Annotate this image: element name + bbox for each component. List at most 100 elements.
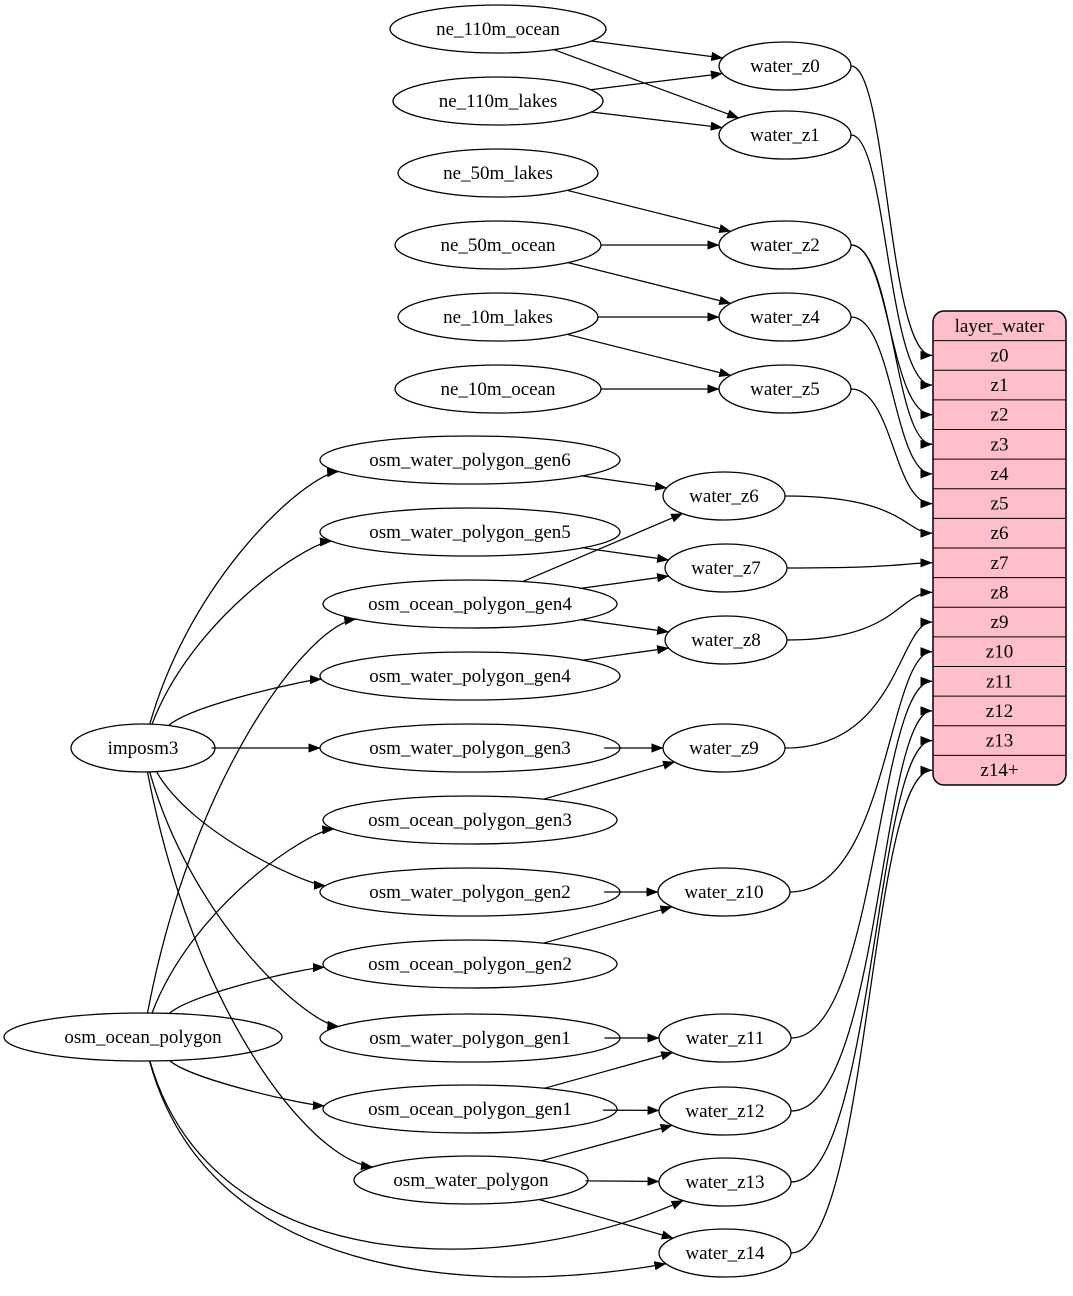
node-label: ne_110m_lakes [439,91,558,112]
node-label: osm_water_polygon_gen3 [369,738,571,759]
node-water_z10: water_z10 [657,867,791,917]
edge-imposm3-osm_water_polygon_gen1 [149,771,340,1030]
node-label: water_z4 [750,307,820,328]
edge-osm_ocean_polygon_gen1-water_z11 [544,1051,674,1089]
edge-water_z4-row-z4 [850,316,933,479]
node-water_z7: water_z7 [664,543,788,593]
node-water_z14: water_z14 [658,1228,792,1278]
node-label: water_z6 [689,486,759,507]
node-water_z12: water_z12 [658,1086,792,1136]
edge-water_z5-row-z5 [850,388,933,509]
table-row-z6: z6 [991,523,1009,544]
node-label: water_z14 [685,1243,765,1264]
node-label: osm_ocean_polygon_gen1 [368,1099,572,1120]
node-ne_50m_lakes: ne_50m_lakes [397,148,599,198]
node-ellipse [397,148,599,198]
node-label: water_z1 [750,125,820,146]
node-ellipse [389,4,607,54]
edge-osm_water_polygon_gen4-water_z8 [581,645,670,661]
node-water_z5: water_z5 [718,364,852,414]
node-label: osm_ocean_polygon_gen3 [368,810,572,831]
table-row-z14plus: z14+ [980,760,1018,781]
edge-water_z1-row-z1 [850,134,933,390]
table-title: layer_water [955,316,1045,337]
node-label: water_z0 [750,56,820,77]
node-water_z11: water_z11 [658,1013,792,1063]
node-label: water_z13 [685,1172,764,1193]
node-label: osm_water_polygon_gen5 [369,522,571,543]
edge-osm_ocean_polygon_gen2-water_z10 [543,905,673,944]
node-osm_ocean_polygon_gen1: osm_ocean_polygon_gen1 [322,1084,618,1134]
node-water_z4: water_z4 [718,292,852,342]
table-row-z13: z13 [986,731,1013,752]
table-row-z1: z1 [991,375,1009,396]
edge-imposm3-osm_water_polygon_gen6 [149,468,340,725]
node-osm_water_polygon_gen2: osm_water_polygon_gen2 [319,867,621,917]
edge-imposm3-osm_water_polygon_gen5 [151,537,332,725]
edge-water_z7-row-z7 [786,558,933,569]
layer-water-table: layer_water z0 z1 z2 z3 z4 z5 z6 z7 z8 z9 z10 z11 z12… [932,310,1067,786]
node-water_z9: water_z9 [662,723,786,773]
edge-imposm3-osm_water_polygon_gen2 [155,771,326,890]
node-ellipse [322,795,618,845]
node-osm_water_polygon_gen3: osm_water_polygon_gen3 [319,723,621,773]
table-row-z2: z2 [991,405,1009,426]
node-osm_water_polygon_gen4: osm_water_polygon_gen4 [319,651,621,701]
node-label: imposm3 [108,738,179,759]
node-label: water_z10 [684,882,763,903]
node-label: osm_ocean_polygon_gen4 [368,594,572,615]
node-label: osm_ocean_polygon_gen2 [368,954,572,975]
node-osm_ocean_polygon_gen3: osm_ocean_polygon_gen3 [322,795,618,845]
node-ne_10m_ocean: ne_10m_ocean [394,364,602,414]
node-osm_ocean_polygon_gen4: osm_ocean_polygon_gen4 [322,579,618,629]
node-label: water_z2 [750,235,820,256]
node-label: water_z7 [691,558,761,579]
node-ne_110m_lakes: ne_110m_lakes [392,76,604,126]
edge-water_z6-row-z6 [784,495,933,538]
table-row-z12: z12 [986,701,1013,722]
edge-water_z14-row-z14plus [790,765,933,1254]
node-imposm3: imposm3 [70,723,216,773]
edge-osm_ocean_polygon-osm_ocean_polygon_gen3 [151,825,335,1014]
node-label: ne_110m_ocean [436,19,560,40]
edge-osm_ocean_polygon-osm_ocean_polygon_gen4 [146,616,357,1014]
node-ellipse [319,435,621,485]
node-ellipse [322,579,618,629]
edge-osm_ocean_polygon-water_z14 [148,1060,667,1278]
edge-water_z8-row-z8 [786,587,933,641]
node-label: ne_50m_lakes [443,163,553,184]
table-row-z7: z7 [991,553,1009,574]
table-row-z3: z3 [991,434,1009,455]
edge-osm_ocean_polygon_gen4-water_z8 [580,619,670,635]
node-label: osm_water_polygon_gen6 [369,450,571,471]
edge-imposm3-osm_water_polygon_gen4 [168,674,322,727]
node-label: ne_10m_ocean [440,379,556,400]
node-osm_water_polygon_gen5: osm_water_polygon_gen5 [319,507,621,557]
edge-water_z0-row-z0 [850,65,933,360]
node-water_z2: water_z2 [718,220,852,270]
edge-water_z10-row-z10 [789,647,933,893]
node-ellipse [3,1012,283,1062]
node-ne_10m_lakes: ne_10m_lakes [397,292,599,342]
edge-water_z2-row-z3 [850,244,933,449]
node-label: water_z12 [685,1101,764,1122]
node-osm_water_polygon_gen1: osm_water_polygon_gen1 [319,1013,621,1063]
edge-osm_water_polygon-water_z13 [585,1176,660,1186]
edge-osm_water_polygon_gen6-water_z6 [580,475,668,491]
node-water_z1: water_z1 [718,110,852,160]
node-osm_ocean_polygon_gen2: osm_ocean_polygon_gen2 [322,939,618,989]
edge-osm_ocean_polygon-water_z13 [149,1060,684,1250]
edge-ne_10m_lakes-water_z5 [566,333,732,378]
node-water_z8: water_z8 [664,615,788,665]
node-label: ne_50m_ocean [440,235,556,256]
edge-ne_50m_lakes-water_z2 [566,189,732,234]
node-label: osm_water_polygon [393,1170,549,1191]
table-row-z8: z8 [991,582,1009,603]
node-label: water_z5 [750,379,820,400]
node-label: osm_water_polygon_gen4 [369,666,571,687]
edge-osm_water_polygon-water_z12 [541,1123,673,1162]
edge-ne_110m_lakes-water_z0 [590,70,723,91]
edge-osm_ocean_polygon-osm_ocean_polygon_gen2 [168,962,325,1014]
edge-water_z12-row-z12 [790,706,933,1112]
